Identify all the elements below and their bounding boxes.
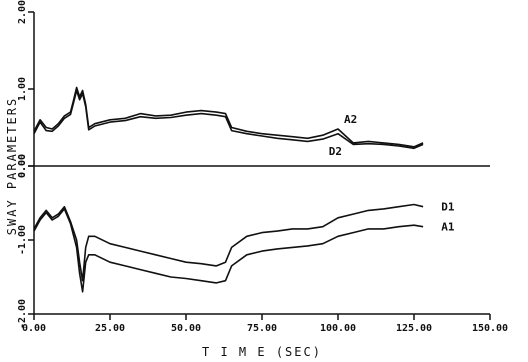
series-line-d1: [33, 203, 424, 282]
y-axis-title: SWAY PARAMETERS: [5, 97, 19, 235]
series-labels: A2 D2 D1 A1: [329, 113, 455, 234]
y-tick-label: -1.00: [17, 225, 28, 255]
x-tick-label: 125.00: [396, 323, 432, 334]
y-tick-label: 0.00: [17, 154, 28, 178]
x-tick-label: 100.00: [320, 323, 356, 334]
y-tick-label: 2.00: [17, 0, 28, 24]
series-line-a1: [33, 208, 424, 293]
series-label-a1: A1: [441, 221, 455, 234]
y-tick-label: 1.00: [17, 77, 28, 101]
x-tick-label: 25.00: [95, 323, 125, 334]
x-tick-label: 75.00: [247, 323, 277, 334]
series-label-d1: D1: [441, 201, 455, 214]
x-tick-label: 0.00: [22, 323, 46, 334]
series-label-a2: A2: [344, 113, 357, 126]
y-tick-label: 0.00: [17, 154, 28, 178]
y-ticks: 0.001.002.000.00-1.00-2.00: [17, 0, 34, 329]
x-axis-title: T I M E (SEC): [202, 345, 322, 359]
x-ticks: 0.00 25.00 50.00 75.00 100.00 125.00 150.00: [22, 314, 508, 334]
x-tick-label: 50.00: [171, 323, 201, 334]
y-tick-label: -2.00: [17, 299, 28, 329]
x-tick-label: 150.00: [472, 323, 508, 334]
series-group: [33, 86, 424, 293]
series-label-d2: D2: [329, 145, 342, 158]
series-line-d2: [33, 89, 424, 150]
